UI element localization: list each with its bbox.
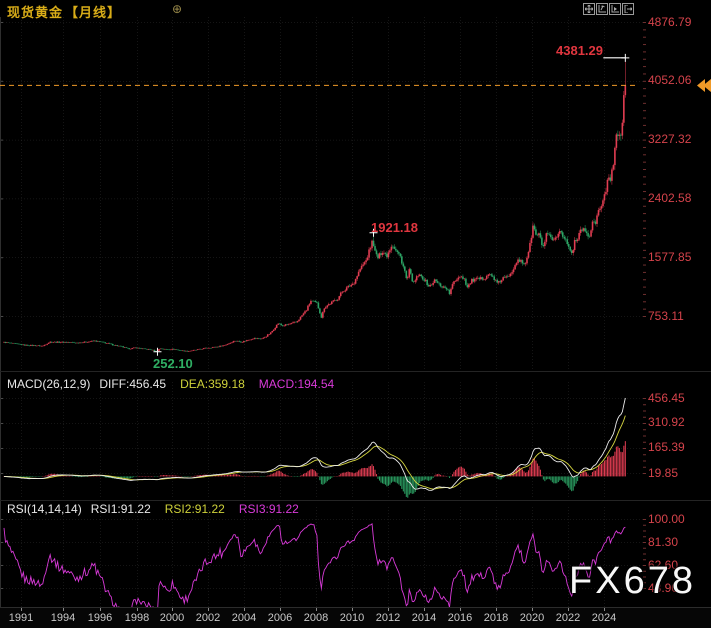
time-axis[interactable]: 1991 1994 1996 1998 2000 2002 2004 2006 2008 2010… (0, 607, 711, 628)
year-label: 2016 (447, 612, 473, 624)
year-label: 2000 (159, 612, 185, 624)
x-axis-scale-icon[interactable] (609, 3, 621, 15)
year-tick (316, 608, 317, 611)
year-label: 2006 (267, 612, 293, 624)
price-axis-label: 4876.79 (648, 14, 692, 29)
year-tick (21, 608, 22, 611)
year-tick (532, 608, 533, 611)
macd-axis-label: 19.85 (648, 465, 679, 480)
header-bar: 现货黄金 【月线】 ⊕ (0, 0, 711, 21)
year-label: 2022 (555, 612, 581, 624)
macd-diff-value: DIFF:456.45 (99, 377, 167, 391)
year-tick (244, 608, 245, 611)
circle-plus-icon[interactable]: ⊕ (172, 2, 183, 16)
year-tick (460, 608, 461, 611)
current-price-arrow-icon (696, 78, 711, 98)
year-tick (137, 608, 138, 611)
main-macd-divider (0, 371, 711, 372)
rsi-axis-label: 62.60 (648, 557, 679, 572)
year-tick (352, 608, 353, 611)
year-label: 1991 (8, 612, 34, 624)
rsi3-value: RSI3:91.22 (238, 502, 299, 516)
year-tick (424, 608, 425, 611)
peak-2011-annotation: 1921.18 (371, 220, 418, 235)
low-1999-annotation: 252.10 (153, 356, 193, 371)
year-label: 2020 (519, 612, 545, 624)
rsi1-value: RSI1:91.22 (90, 502, 151, 516)
rsi-info-row: RSI(14,14,14) RSI1:91.22 RSI2:91.22 RSI3:91… (7, 502, 299, 516)
exit-restore-icon[interactable] (622, 3, 634, 15)
macd-info-row: MACD(26,12,9) DIFF:456.45 DEA:359.18 MACD:1… (7, 377, 334, 391)
timeframe-label: 【月线】 (65, 5, 122, 20)
year-tick (172, 608, 173, 611)
year-label: 2018 (483, 612, 509, 624)
macd-rsi-divider (0, 500, 711, 501)
macd-name-label: MACD(26,12,9) (7, 377, 91, 391)
macd-axis-label: 165.39 (648, 440, 685, 455)
year-label: 2002 (195, 612, 221, 624)
price-axis-label: 2402.58 (648, 190, 692, 205)
rsi-name-label: RSI(14,14,14) (7, 502, 82, 516)
year-tick (604, 608, 605, 611)
year-label: 1996 (87, 612, 113, 624)
price-axis-label: 4052.06 (648, 73, 692, 88)
rsi-axis-label: 43.90 (648, 580, 679, 595)
chart-title: 现货黄金 【月线】 (7, 2, 121, 21)
year-tick (63, 608, 64, 611)
all-time-high-annotation: 4381.29 (556, 43, 603, 58)
fx678-watermark: FX678 (569, 560, 696, 602)
year-tick (568, 608, 569, 611)
rsi2-value: RSI2:91.22 (164, 502, 225, 516)
price-axis-label: 753.11 (648, 308, 684, 323)
macd-axis-label: 456.45 (648, 390, 685, 405)
year-label: 2024 (591, 612, 617, 624)
macd-dea-value: DEA:359.18 (180, 377, 245, 391)
year-tick (208, 608, 209, 611)
year-label: 2004 (231, 612, 257, 624)
price-axis-label: 1577.85 (648, 249, 692, 264)
rsi-axis-label: 81.30 (648, 534, 679, 549)
year-tick (280, 608, 281, 611)
rsi-axis-label: 100.00 (648, 511, 685, 526)
chart-toolbar (583, 3, 634, 15)
year-label: 2014 (411, 612, 437, 624)
macd-axis-label: 310.92 (648, 415, 685, 430)
pan-crosshair-icon[interactable] (583, 3, 595, 15)
macd-macd-value: MACD:194.54 (258, 377, 335, 391)
year-tick (100, 608, 101, 611)
year-label: 2008 (303, 612, 329, 624)
year-label: 1998 (124, 612, 150, 624)
y-axis-scale-icon[interactable] (596, 3, 608, 15)
year-label: 2012 (375, 612, 401, 624)
year-label: 1994 (50, 612, 76, 624)
year-label: 2010 (339, 612, 365, 624)
price-axis-label: 3227.32 (648, 132, 692, 147)
year-tick (496, 608, 497, 611)
instrument-name: 现货黄金 (7, 5, 64, 20)
year-tick (388, 608, 389, 611)
